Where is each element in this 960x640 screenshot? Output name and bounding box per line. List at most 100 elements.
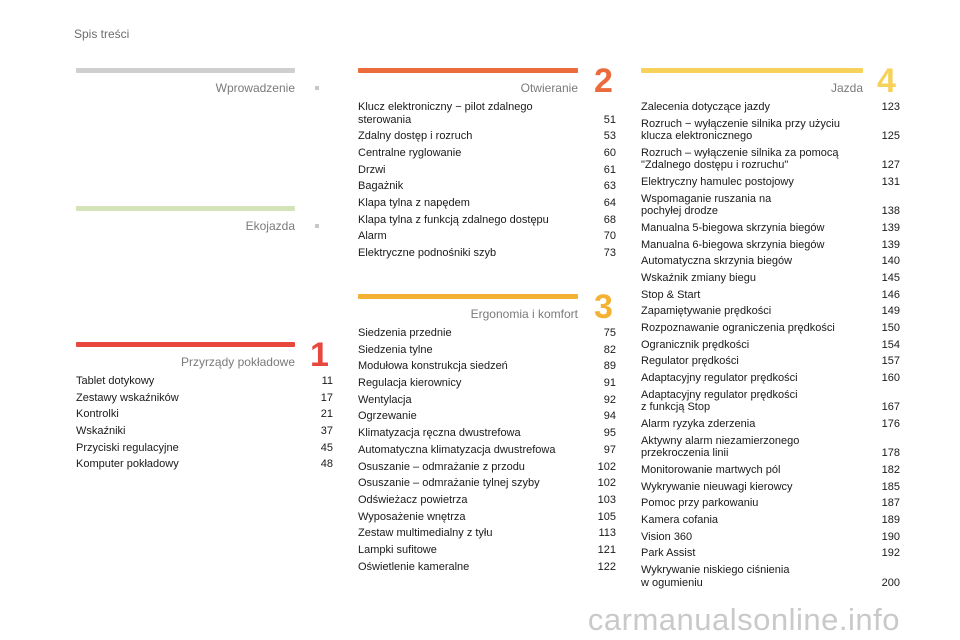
- toc-entry-title: Tablet dotykowy: [76, 375, 155, 387]
- toc-entry[interactable]: Przyciski regulacyjne 45: [76, 442, 333, 455]
- toc-entry[interactable]: Klapa tylna z funkcją zdalnego dostępu 68: [358, 214, 616, 227]
- toc-entry-title: Adaptacyjny regulator prędkości z funkcj…: [641, 388, 798, 414]
- toc-entry-page: 75: [603, 327, 616, 339]
- toc-entry[interactable]: Wyposażenie wnętrza 105: [358, 511, 616, 524]
- toc-entry[interactable]: Siedzenia tylne 82: [358, 344, 616, 357]
- section-bar: [76, 68, 295, 73]
- toc-entry[interactable]: Komputer pokładowy 48: [76, 458, 333, 471]
- toc-entry[interactable]: Zdalny dostęp i rozruch 53: [358, 130, 616, 143]
- toc-entry[interactable]: Osuszanie – odmrażanie z przodu 102: [358, 461, 616, 474]
- toc-entry[interactable]: Manualna 5-biegowa skrzynia biegów 139: [641, 222, 900, 235]
- toc-entry[interactable]: Alarm ryzyka zderzenia 176: [641, 418, 900, 431]
- toc-entry[interactable]: Centralne ryglowanie 60: [358, 147, 616, 160]
- toc-entry-page: 187: [881, 497, 900, 510]
- toc-entry[interactable]: Wskaźnik zmiany biegu 145: [641, 272, 900, 285]
- toc-entry-title: Modułowa konstrukcja siedzeń: [358, 360, 508, 373]
- toc-entry[interactable]: Wspomaganie ruszania na pochyłej drodze 1…: [641, 193, 900, 218]
- toc-entry[interactable]: Kontrolki 21: [76, 408, 333, 421]
- section-title[interactable]: Otwieranie: [520, 81, 578, 95]
- toc-entry[interactable]: Klimatyzacja ręczna dwustrefowa 95: [358, 427, 616, 440]
- toc-entry[interactable]: Elektryczny hamulec postojowy 131: [641, 176, 900, 189]
- toc-entry[interactable]: Drzwi 61: [358, 164, 616, 177]
- toc-entry[interactable]: Odświeżacz powietrza 103: [358, 494, 616, 507]
- toc-entry[interactable]: Wykrywanie nieuwagi kierowcy 185: [641, 481, 900, 494]
- toc-entry[interactable]: Klucz elektroniczny − pilot zdalnego ste…: [358, 101, 616, 126]
- toc-entry[interactable]: Manualna 6-biegowa skrzynia biegów 139: [641, 239, 900, 252]
- toc-entry-page: 125: [881, 130, 900, 143]
- toc-entry[interactable]: Wykrywanie niskiego ciśnienia w ogumieni…: [641, 564, 900, 589]
- section-title[interactable]: Jazda: [830, 81, 863, 95]
- toc-entry-page: 97: [603, 443, 616, 456]
- toc-entry[interactable]: Wentylacja 92: [358, 394, 616, 407]
- toc-entry-page: 64: [603, 196, 616, 209]
- toc-entry[interactable]: Regulator prędkości 157: [641, 355, 900, 368]
- toc-entry-page: 102: [597, 460, 616, 473]
- toc-entry-title: Rozruch − wyłączenie silnika przy użyciu…: [641, 117, 840, 143]
- toc-entry-title: Klimatyzacja ręczna dwustrefowa: [358, 427, 521, 440]
- toc-entry[interactable]: Klapa tylna z napędem 64: [358, 197, 616, 210]
- toc-entry-page: 139: [881, 238, 900, 251]
- toc-entry-page: 95: [603, 427, 616, 440]
- toc-entry[interactable]: Adaptacyjny regulator prędkości z funkcj…: [641, 389, 900, 414]
- section-wprowadzenie: Wprowadzenie: [76, 68, 295, 99]
- toc-entry[interactable]: Zapamiętywanie prędkości 149: [641, 305, 900, 318]
- toc-entry[interactable]: Siedzenia przednie 75: [358, 327, 616, 340]
- toc-entry[interactable]: Adaptacyjny regulator prędkości 160: [641, 372, 900, 385]
- toc-entry[interactable]: Tablet dotykowy 11: [76, 375, 333, 388]
- toc-entry[interactable]: Osuszanie – odmrażanie tylnej szyby 102: [358, 477, 616, 490]
- toc-entry-page: 131: [881, 176, 900, 189]
- toc-entry-title: Osuszanie – odmrażanie tylnej szyby: [358, 477, 540, 490]
- toc-entry-title: Aktywny alarm niezamierzonego przekrocze…: [641, 434, 800, 460]
- toc-entry[interactable]: Rozruch – wyłączenie silnika za pomocą "…: [641, 147, 900, 172]
- toc-entry-title: Elektryczny hamulec postojowy: [641, 176, 794, 189]
- toc-entry-page: 178: [881, 447, 900, 460]
- toc-entry[interactable]: Ogranicznik prędkości 154: [641, 339, 900, 352]
- toc-entry[interactable]: Aktywny alarm niezamierzonego przekrocze…: [641, 435, 900, 460]
- toc-entry-page: 200: [881, 576, 900, 589]
- toc-entry[interactable]: Kamera cofania 189: [641, 514, 900, 527]
- toc-entry-title: Automatyczna skrzynia biegów: [641, 255, 793, 268]
- toc-entry[interactable]: Monitorowanie martwych pól 182: [641, 464, 900, 477]
- toc-entry[interactable]: Automatyczna klimatyzacja dwustrefowa 97: [358, 444, 616, 457]
- toc-entry-title: Ogrzewanie: [358, 410, 417, 423]
- toc-entry[interactable]: Wskaźniki 37: [76, 425, 333, 438]
- toc-entry[interactable]: Lampki sufitowe 121: [358, 544, 616, 557]
- toc-entry[interactable]: Stop & Start 146: [641, 289, 900, 302]
- section-title[interactable]: Przyrządy pokładowe: [180, 355, 295, 369]
- toc-entry-title: Stop & Start: [641, 288, 701, 301]
- toc-entry-page: 182: [881, 463, 900, 476]
- toc-entry[interactable]: Park Assist 192: [641, 547, 900, 560]
- toc-entry[interactable]: Bagażnik 63: [358, 180, 616, 193]
- toc-entry-page: 140: [881, 255, 900, 268]
- toc-entry[interactable]: Automatyczna skrzynia biegów 140: [641, 255, 900, 268]
- section-title[interactable]: Wprowadzenie: [215, 81, 295, 95]
- toc-entry[interactable]: Elektryczne podnośniki szyb 73: [358, 247, 616, 260]
- section-title[interactable]: Ekojazda: [245, 219, 295, 233]
- toc-entry-page: 61: [603, 163, 616, 176]
- toc-entry-page: 53: [603, 130, 616, 143]
- toc-entry[interactable]: Ogrzewanie 94: [358, 410, 616, 423]
- toc-entry[interactable]: Modułowa konstrukcja siedzeń 89: [358, 360, 616, 373]
- toc-entry[interactable]: Oświetlenie kameralne 122: [358, 561, 616, 574]
- toc-entry-page: 89: [603, 360, 616, 373]
- toc-entry-title: Alarm: [358, 230, 387, 243]
- toc-entry-title: Zapamiętywanie prędkości: [641, 305, 772, 318]
- section-number: 3: [594, 288, 613, 326]
- toc-entry[interactable]: Vision 360 190: [641, 531, 900, 544]
- section-number: 1: [310, 336, 329, 374]
- section-bar: [358, 294, 578, 299]
- toc-entry[interactable]: Zalecenia dotyczące jazdy 123: [641, 101, 900, 114]
- toc-entry[interactable]: Zestawy wskaźników 17: [76, 392, 333, 405]
- toc-entry[interactable]: Alarm 70: [358, 230, 616, 243]
- toc-entry-page: 60: [603, 146, 616, 159]
- toc-entry[interactable]: Regulacja kierownicy 91: [358, 377, 616, 390]
- section-title[interactable]: Ergonomia i komfort: [470, 307, 578, 321]
- watermark: carmanualsonline.info: [587, 602, 900, 637]
- toc-entry[interactable]: Rozpoznawanie ograniczenia prędkości 150: [641, 322, 900, 335]
- toc-entry[interactable]: Rozruch − wyłączenie silnika przy użyciu…: [641, 118, 900, 143]
- section-przyrzady: Przyrządy pokładowe 1 Tablet dotykowy 11 Z…: [76, 338, 333, 475]
- page-title: Spis treści: [74, 27, 130, 41]
- toc-entry[interactable]: Pomoc przy parkowaniu 187: [641, 497, 900, 510]
- toc-entry-page: 189: [881, 513, 900, 526]
- toc-entry[interactable]: Zestaw multimedialny z tyłu 113: [358, 527, 616, 540]
